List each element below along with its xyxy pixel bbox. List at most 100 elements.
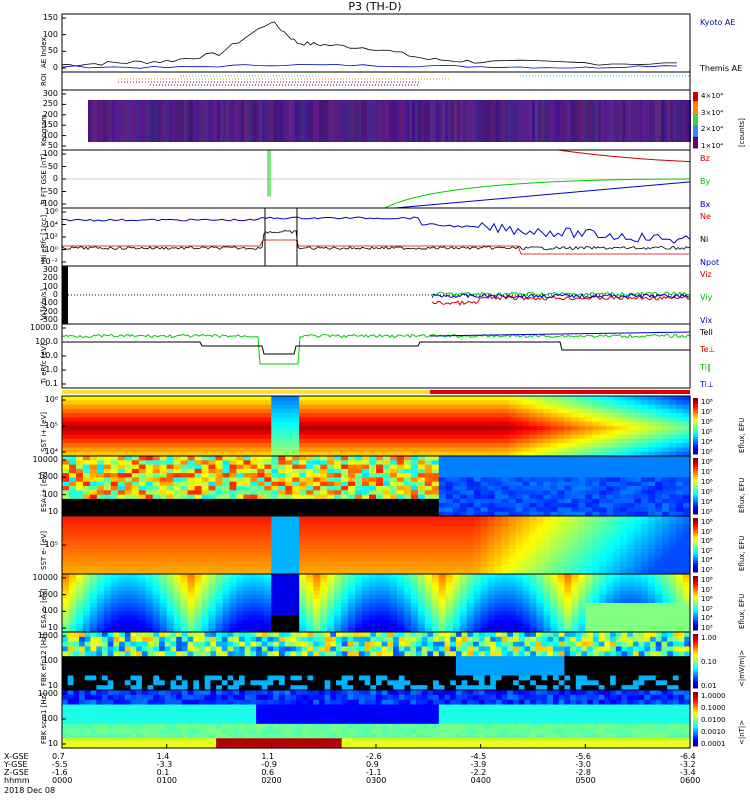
bfield-ylabel: B FIT GSE [nT] [40, 153, 48, 204]
sst_i-cb-tick: 10⁵ [701, 428, 713, 436]
esa_e-cb-tick: 10⁴ [701, 614, 713, 623]
date-label: 2018 Dec 08 [4, 786, 56, 795]
fbk_b-tick-label: 100 [42, 714, 58, 723]
bfield-lines [62, 149, 691, 209]
temp-tick-label: 10.0 [40, 351, 58, 360]
bfield-tick-label: 50 [47, 161, 58, 171]
ae-tick-label: 100 [42, 29, 58, 39]
fbk_b-cb-tick: 0.0100 [701, 716, 726, 724]
temp-legend-0: Tell [700, 328, 713, 337]
keogram-tick-label: 200 [42, 109, 58, 119]
keogram-colorbar [693, 92, 698, 149]
xaxis-value: -0.9 [261, 760, 277, 769]
bfield-tick-label: 0 [52, 174, 58, 183]
velocity-ylabel: Vi [km/s] [40, 288, 48, 320]
esa_e-colorbar [693, 576, 698, 631]
velocity-tick-label: 200 [42, 273, 58, 283]
esa_e-tick-label: 100 [42, 606, 58, 616]
fbk_e-tick-label: 1000 [37, 631, 58, 640]
esa_i-cb-tick: 10⁷ [701, 468, 713, 476]
fbk_e-colorbar [693, 634, 698, 689]
esa_i-spectrogram [62, 456, 691, 517]
bfield-tick-label: -100 [39, 199, 58, 208]
sst_i-cb-label: Eflux, EFU [738, 417, 746, 453]
fbk_e-cb-tick: 1.00 [701, 634, 717, 642]
density-legend-1: Ni [700, 235, 709, 244]
temp-legend-3: Ti⊥ [700, 380, 714, 389]
esa_e-cb-label: Eflux, EFU [738, 593, 746, 629]
ae-tick-label: 50 [47, 46, 58, 56]
mode-bar-fast [430, 390, 690, 394]
sst_i-cb-tick: 10⁸ [701, 398, 713, 406]
esa_i-tick-label: 10 [47, 507, 58, 516]
sst_i-cb-tick: 10⁶ [701, 418, 713, 426]
velocity-lines [62, 266, 691, 324]
xaxis-value: 0100 [156, 776, 178, 785]
sst_e-cb-label: Eflux, EFU [738, 535, 746, 571]
xaxis-value: 0.7 [52, 752, 65, 761]
keogram-tick-label: 300 [42, 89, 58, 98]
density-tick-label: 10⁴ [44, 219, 58, 229]
fbk_e-tick-label: 10 [47, 681, 58, 690]
sst_e-cb-tick: 10⁸ [701, 518, 713, 526]
esa_i-cb-tick: 10⁴ [701, 498, 713, 506]
sst_i-spectrogram [62, 396, 691, 457]
sst_i-cb-tick: 10³ [701, 448, 713, 456]
sst_i-tick-label: 10⁵ [44, 421, 58, 430]
fbk_b-spectrogram [62, 690, 691, 749]
xaxis-value: 0.9 [366, 760, 379, 769]
xaxis-value: -3.3 [156, 760, 173, 769]
density-ylabel: Ni eRfc [1/cc] [40, 214, 48, 262]
esa_i-cb-tick: 10⁶ [701, 478, 713, 486]
ae-frame [61, 13, 691, 73]
fbk_b-cb-label: <|nT|> [738, 719, 746, 745]
ae-tick-label: 150 [42, 13, 58, 22]
ae-series-themis [61, 21, 677, 67]
mode-bar-slow [62, 390, 690, 394]
ae-legend-1: Themis AE [700, 64, 743, 73]
xaxis-value: 0000 [52, 776, 73, 785]
keogram-image [88, 100, 691, 142]
fbk_e-cb-tick: 0.10 [701, 658, 717, 666]
keogram-cb-tick: 3×10⁴ [701, 108, 724, 117]
bfield-tick-label: 100 [42, 149, 58, 158]
density-legend-0: Ne [700, 212, 711, 221]
xaxis-value: 0.6 [261, 768, 275, 777]
temp-tick-label: 1000.0 [30, 323, 58, 332]
esa_e-cb-tick: 10⁶ [701, 595, 713, 604]
sst_i-tick-label: 10⁴ [44, 447, 58, 456]
xaxis-value: -4.5 [470, 752, 487, 761]
roi-frame [61, 71, 691, 91]
sst_e-colorbar [693, 518, 698, 573]
sst_e-ylabel: SST e- [eV] [40, 530, 48, 570]
sst_i-cb-tick: 10⁴ [701, 438, 713, 446]
fbk_e-cb-label: <|mV/m|> [738, 649, 746, 687]
fbk_e-ylabel: FBK efp12 [Hz] [40, 633, 48, 686]
esa_i-tick-label: 1000 [37, 472, 58, 482]
esa_e-cb-tick: 10⁷ [701, 585, 713, 594]
fbk_b-ylabel: FBK scm1 [Hz] [40, 692, 48, 744]
xaxis-value: -6.4 [680, 752, 696, 761]
fbk_b-cb-tick: 1.0000 [701, 692, 726, 700]
fbk_b-tick-label: 1000 [37, 689, 58, 698]
xaxis-value: -3.2 [680, 760, 696, 769]
fbk_e-tick-label: 100 [42, 656, 58, 665]
esa_e-tick-label: 10000 [32, 573, 58, 582]
esa_i-cb-tick: 10⁸ [701, 458, 713, 466]
roi-ylabel: ROI [40, 73, 48, 86]
velocity-legend-2: Vix [700, 316, 713, 325]
ae-ylabel: AE Index [40, 37, 48, 68]
xaxis-value: 0500 [575, 776, 596, 785]
keogram-tick-label: 50 [47, 141, 58, 150]
esa_e-spectrogram [62, 574, 691, 633]
keogram-cb-tick: 4×10⁴ [701, 92, 724, 100]
sst_e-cb-tick: 10⁷ [701, 527, 713, 536]
xaxis-value: -5.6 [575, 752, 591, 761]
density-lines [61, 208, 691, 266]
esa_e-cb-tick: 10⁸ [701, 576, 713, 584]
density-tick-label: 10² [44, 232, 58, 241]
esa_e-tick-label: 1000 [37, 589, 58, 599]
temp-tick-label: 100.0 [35, 337, 58, 346]
xaxis-value: -5.5 [52, 760, 68, 769]
sst_e-cb-tick: 10⁵ [701, 546, 713, 555]
